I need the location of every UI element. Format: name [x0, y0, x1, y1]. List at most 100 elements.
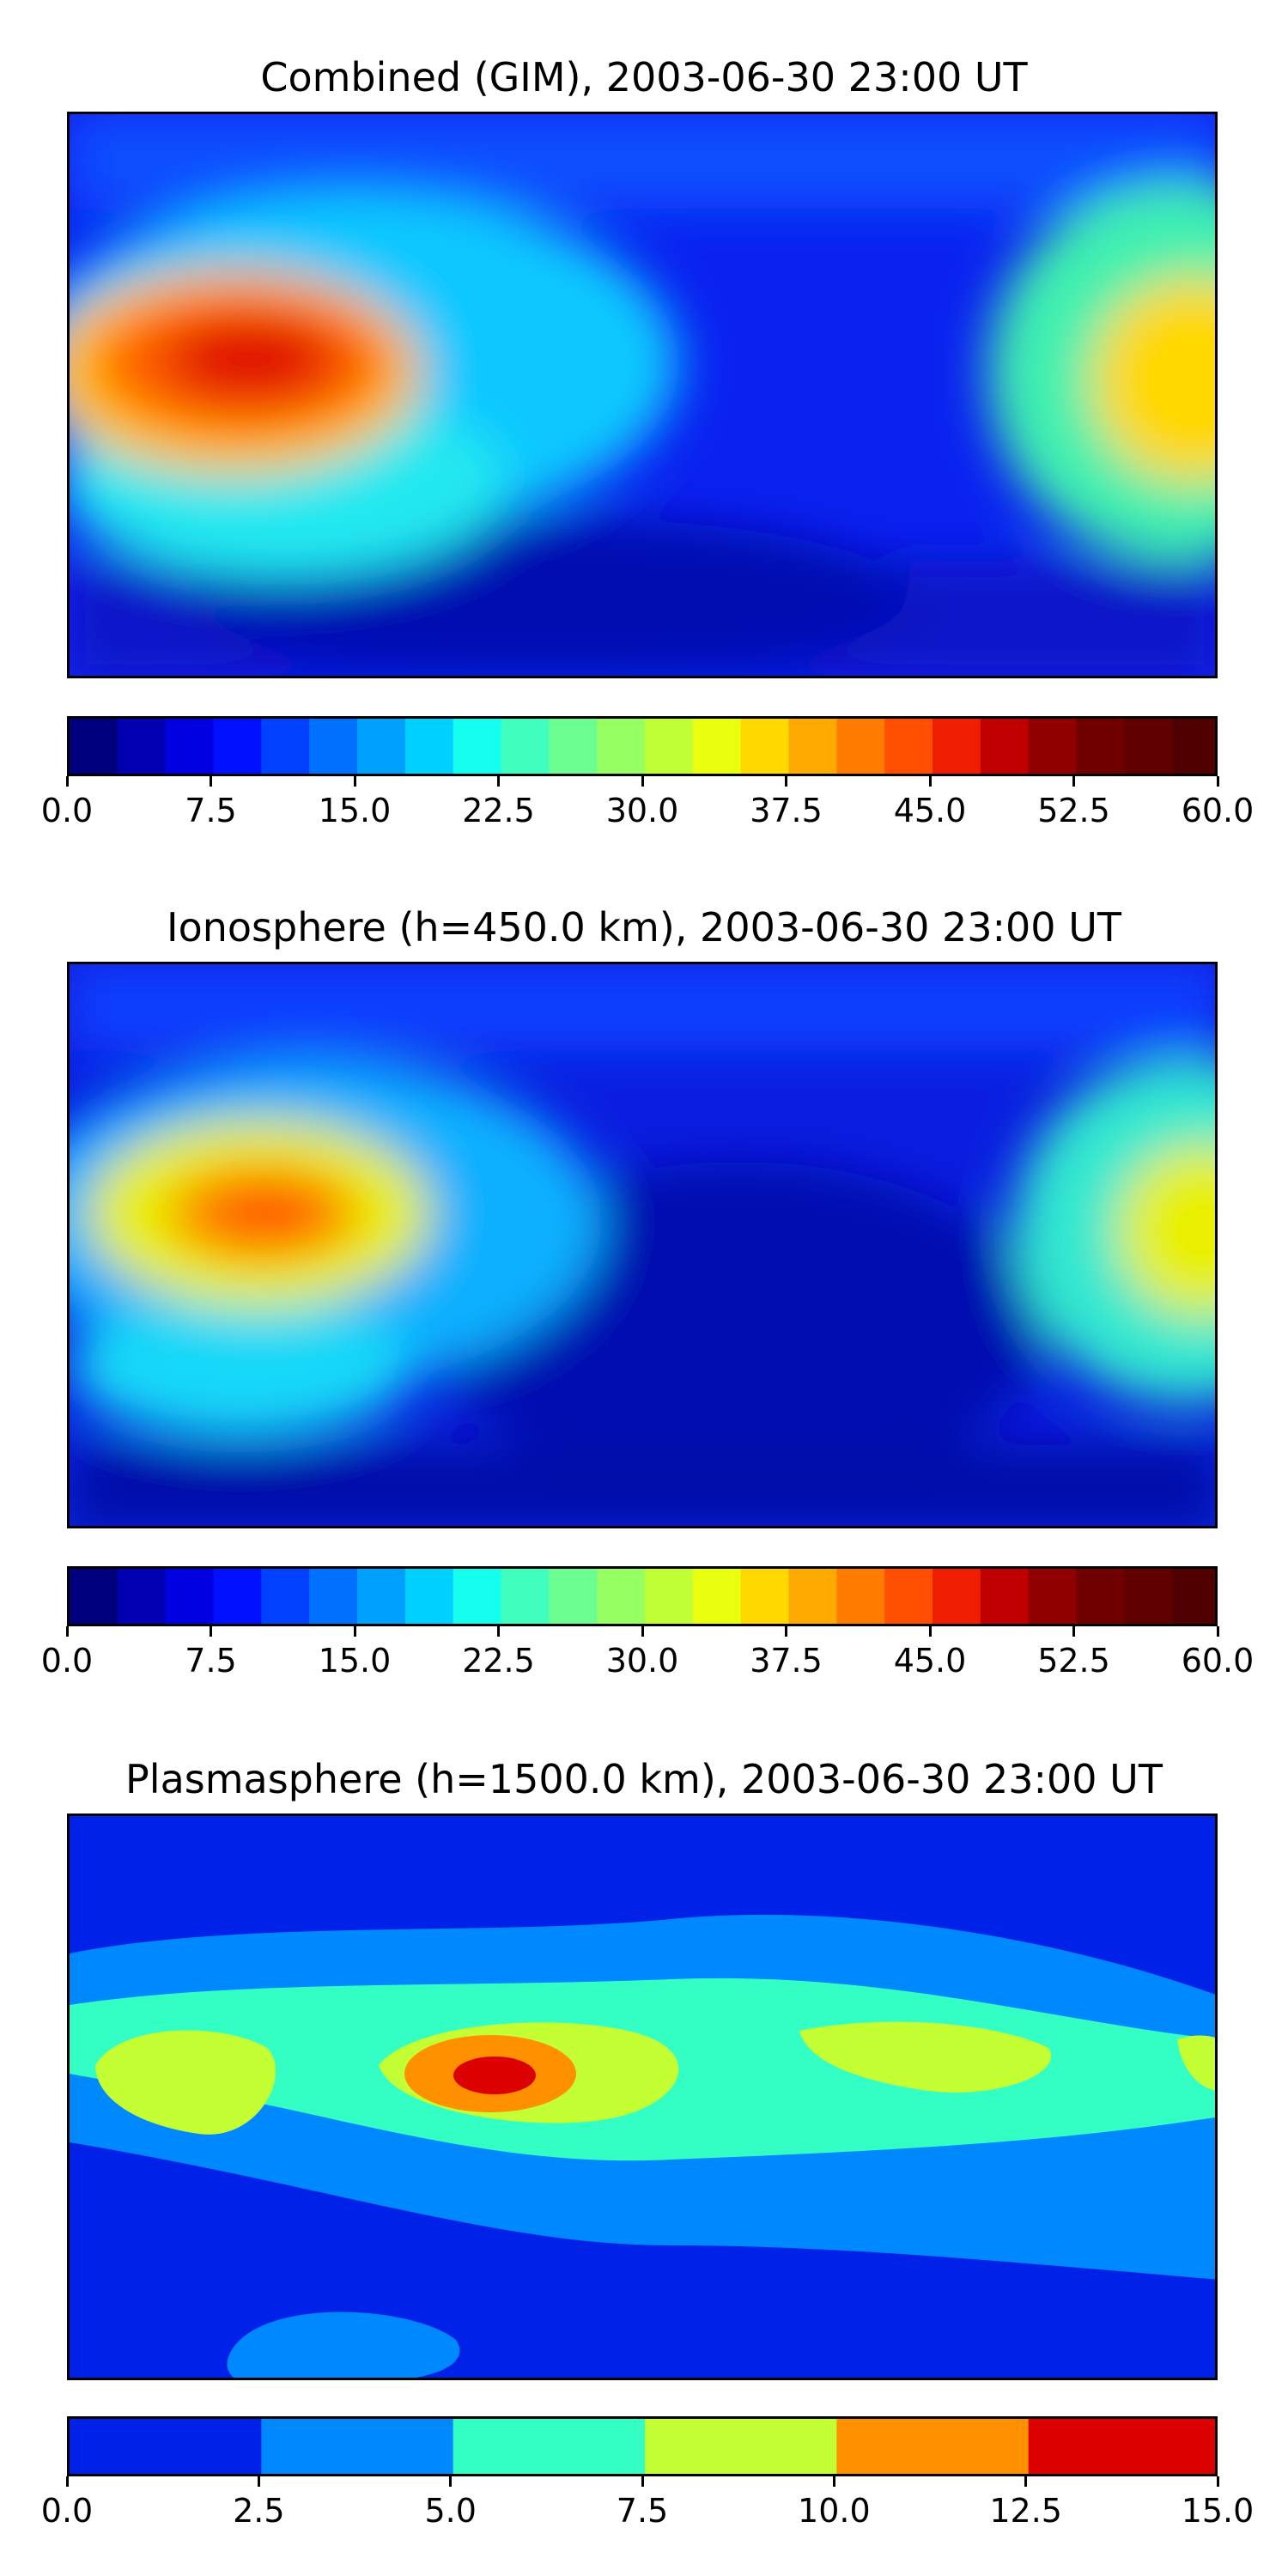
colorbar-level: [261, 1569, 310, 1624]
colorbar-tick-label: 7.5: [185, 792, 237, 829]
colorbar-ticks: 0.0 7.5 15.0 22.5 30.0 37.5 45.0 52.5 60.0: [41, 1626, 1254, 1680]
colorbar-level: [645, 719, 694, 774]
colorbar-tick: [497, 1626, 500, 1637]
map-ionosphere: [67, 962, 1218, 1528]
colorbar-combined: [67, 716, 1218, 776]
colorbar-tick-label: 5.0: [424, 2492, 477, 2530]
colorbar-level: [213, 1569, 262, 1624]
colorbar-level: [740, 719, 790, 774]
colorbar-tick-label: 30.0: [605, 1642, 679, 1680]
colorbar-ticks: 0.0 7.5 15.0 22.5 30.0 37.5 45.0 52.5 60.0: [41, 776, 1254, 829]
colorbar-level: [117, 719, 167, 774]
colorbar-level: [692, 1569, 742, 1624]
colorbar-level: [740, 1569, 790, 1624]
colorbar-level: [404, 719, 454, 774]
colorbar-tick-label: 0.0: [40, 1642, 94, 1680]
colorbar-level: [309, 719, 358, 774]
colorbar-level: [692, 719, 742, 774]
colorbar-tick-label: 60.0: [1181, 1642, 1255, 1680]
colorbar-level: [1124, 719, 1173, 774]
colorbar-gradient: [70, 2419, 1215, 2474]
colorbar-tick-label: 45.0: [893, 792, 967, 829]
colorbar-plasmasphere: [67, 2416, 1218, 2476]
colorbar-tick-label: 15.0: [1181, 2492, 1255, 2530]
colorbar-tick-label: 52.5: [1037, 1642, 1110, 1680]
colorbar-tick-label: 0.0: [40, 792, 94, 829]
colorbar-level: [645, 1569, 694, 1624]
colorbar-level: [1172, 1569, 1215, 1624]
tec-map-combined: [70, 114, 1215, 676]
colorbar-level: [1076, 1569, 1125, 1624]
colorbar-gradient: [70, 719, 1215, 774]
colorbar-tick: [1072, 1626, 1075, 1637]
colorbar-level: [836, 1569, 885, 1624]
colorbar-level: [453, 2419, 646, 2474]
colorbar-level: [309, 1569, 358, 1624]
colorbar-level: [980, 1569, 1030, 1624]
colorbar-tick: [1216, 2476, 1219, 2487]
colorbar-tick-label: 60.0: [1181, 792, 1255, 829]
colorbar-level: [933, 719, 981, 774]
colorbar-tick-label: 30.0: [605, 792, 679, 829]
colorbar-tick-label: 7.5: [185, 1642, 237, 1680]
chart-title: Plasmasphere (h=1500.0 km), 2003-06-30 2…: [125, 1756, 1163, 1802]
colorbar-level: [261, 2419, 454, 2474]
colorbar-level: [980, 719, 1030, 774]
colorbar-level: [357, 719, 406, 774]
colorbar-tick: [353, 1626, 356, 1637]
colorbar-tick: [928, 776, 932, 787]
colorbar-level: [501, 719, 550, 774]
colorbar-tick: [641, 776, 644, 787]
chart-title: Ionosphere (h=450.0 km), 2003-06-30 23:0…: [167, 904, 1121, 951]
colorbar-level: [933, 1569, 981, 1624]
colorbar-ionosphere: [67, 1566, 1218, 1626]
colorbar-level: [357, 1569, 406, 1624]
colorbar-tick: [1216, 1626, 1219, 1637]
colorbar-tick-label: 22.5: [462, 792, 535, 829]
colorbar-level: [597, 719, 646, 774]
colorbar-tick: [65, 1626, 69, 1637]
tec-map-ionosphere: [70, 964, 1215, 1526]
colorbar-tick: [785, 776, 787, 787]
colorbar-level: [788, 1569, 837, 1624]
colorbar-level: [404, 1569, 454, 1624]
colorbar-tick-label: 22.5: [462, 1642, 535, 1680]
colorbar-level: [501, 1569, 550, 1624]
colorbar-level: [165, 1569, 215, 1624]
colorbar-tick-label: 0.0: [40, 2492, 94, 2530]
map-combined: [67, 112, 1218, 678]
colorbar-tick: [65, 776, 69, 787]
colorbar-level: [1028, 1569, 1078, 1624]
colorbar-level: [884, 1569, 933, 1624]
colorbar-level: [1172, 719, 1215, 774]
colorbar-level: [70, 2419, 262, 2474]
colorbar-tick: [1216, 776, 1219, 787]
colorbar-tick: [928, 1626, 932, 1637]
colorbar-level: [549, 1569, 598, 1624]
colorbar-tick-label: 45.0: [893, 1642, 967, 1680]
map-plasmasphere: [67, 1814, 1218, 2380]
colorbar-level: [645, 2419, 837, 2474]
colorbar-level: [117, 1569, 167, 1624]
colorbar-tick: [641, 1626, 644, 1637]
colorbar-tick: [210, 776, 212, 787]
tec-map-plasmasphere: [70, 1816, 1215, 2378]
colorbar-tick: [785, 1626, 787, 1637]
colorbar-tick-label: 10.0: [798, 2492, 871, 2530]
colorbar-gradient: [70, 1569, 1215, 1624]
chart-title: Combined (GIM), 2003-06-30 23:00 UT: [260, 54, 1028, 100]
colorbar-level: [884, 719, 933, 774]
colorbar-level: [549, 719, 598, 774]
colorbar-level: [836, 719, 885, 774]
colorbar-tick: [641, 2476, 644, 2487]
colorbar-tick: [257, 2476, 260, 2487]
colorbar-level: [1028, 2419, 1215, 2474]
colorbar-level: [70, 1569, 118, 1624]
colorbar-level: [261, 719, 310, 774]
colorbar-level: [1124, 1569, 1173, 1624]
colorbar-tick-label: 7.5: [616, 2492, 669, 2530]
colorbar-ticks: 0.0 2.5 5.0 7.5 10.0 12.5 15.0: [41, 2476, 1254, 2530]
colorbar-level: [213, 719, 262, 774]
colorbar-tick: [210, 1626, 212, 1637]
colorbar-level: [165, 719, 215, 774]
